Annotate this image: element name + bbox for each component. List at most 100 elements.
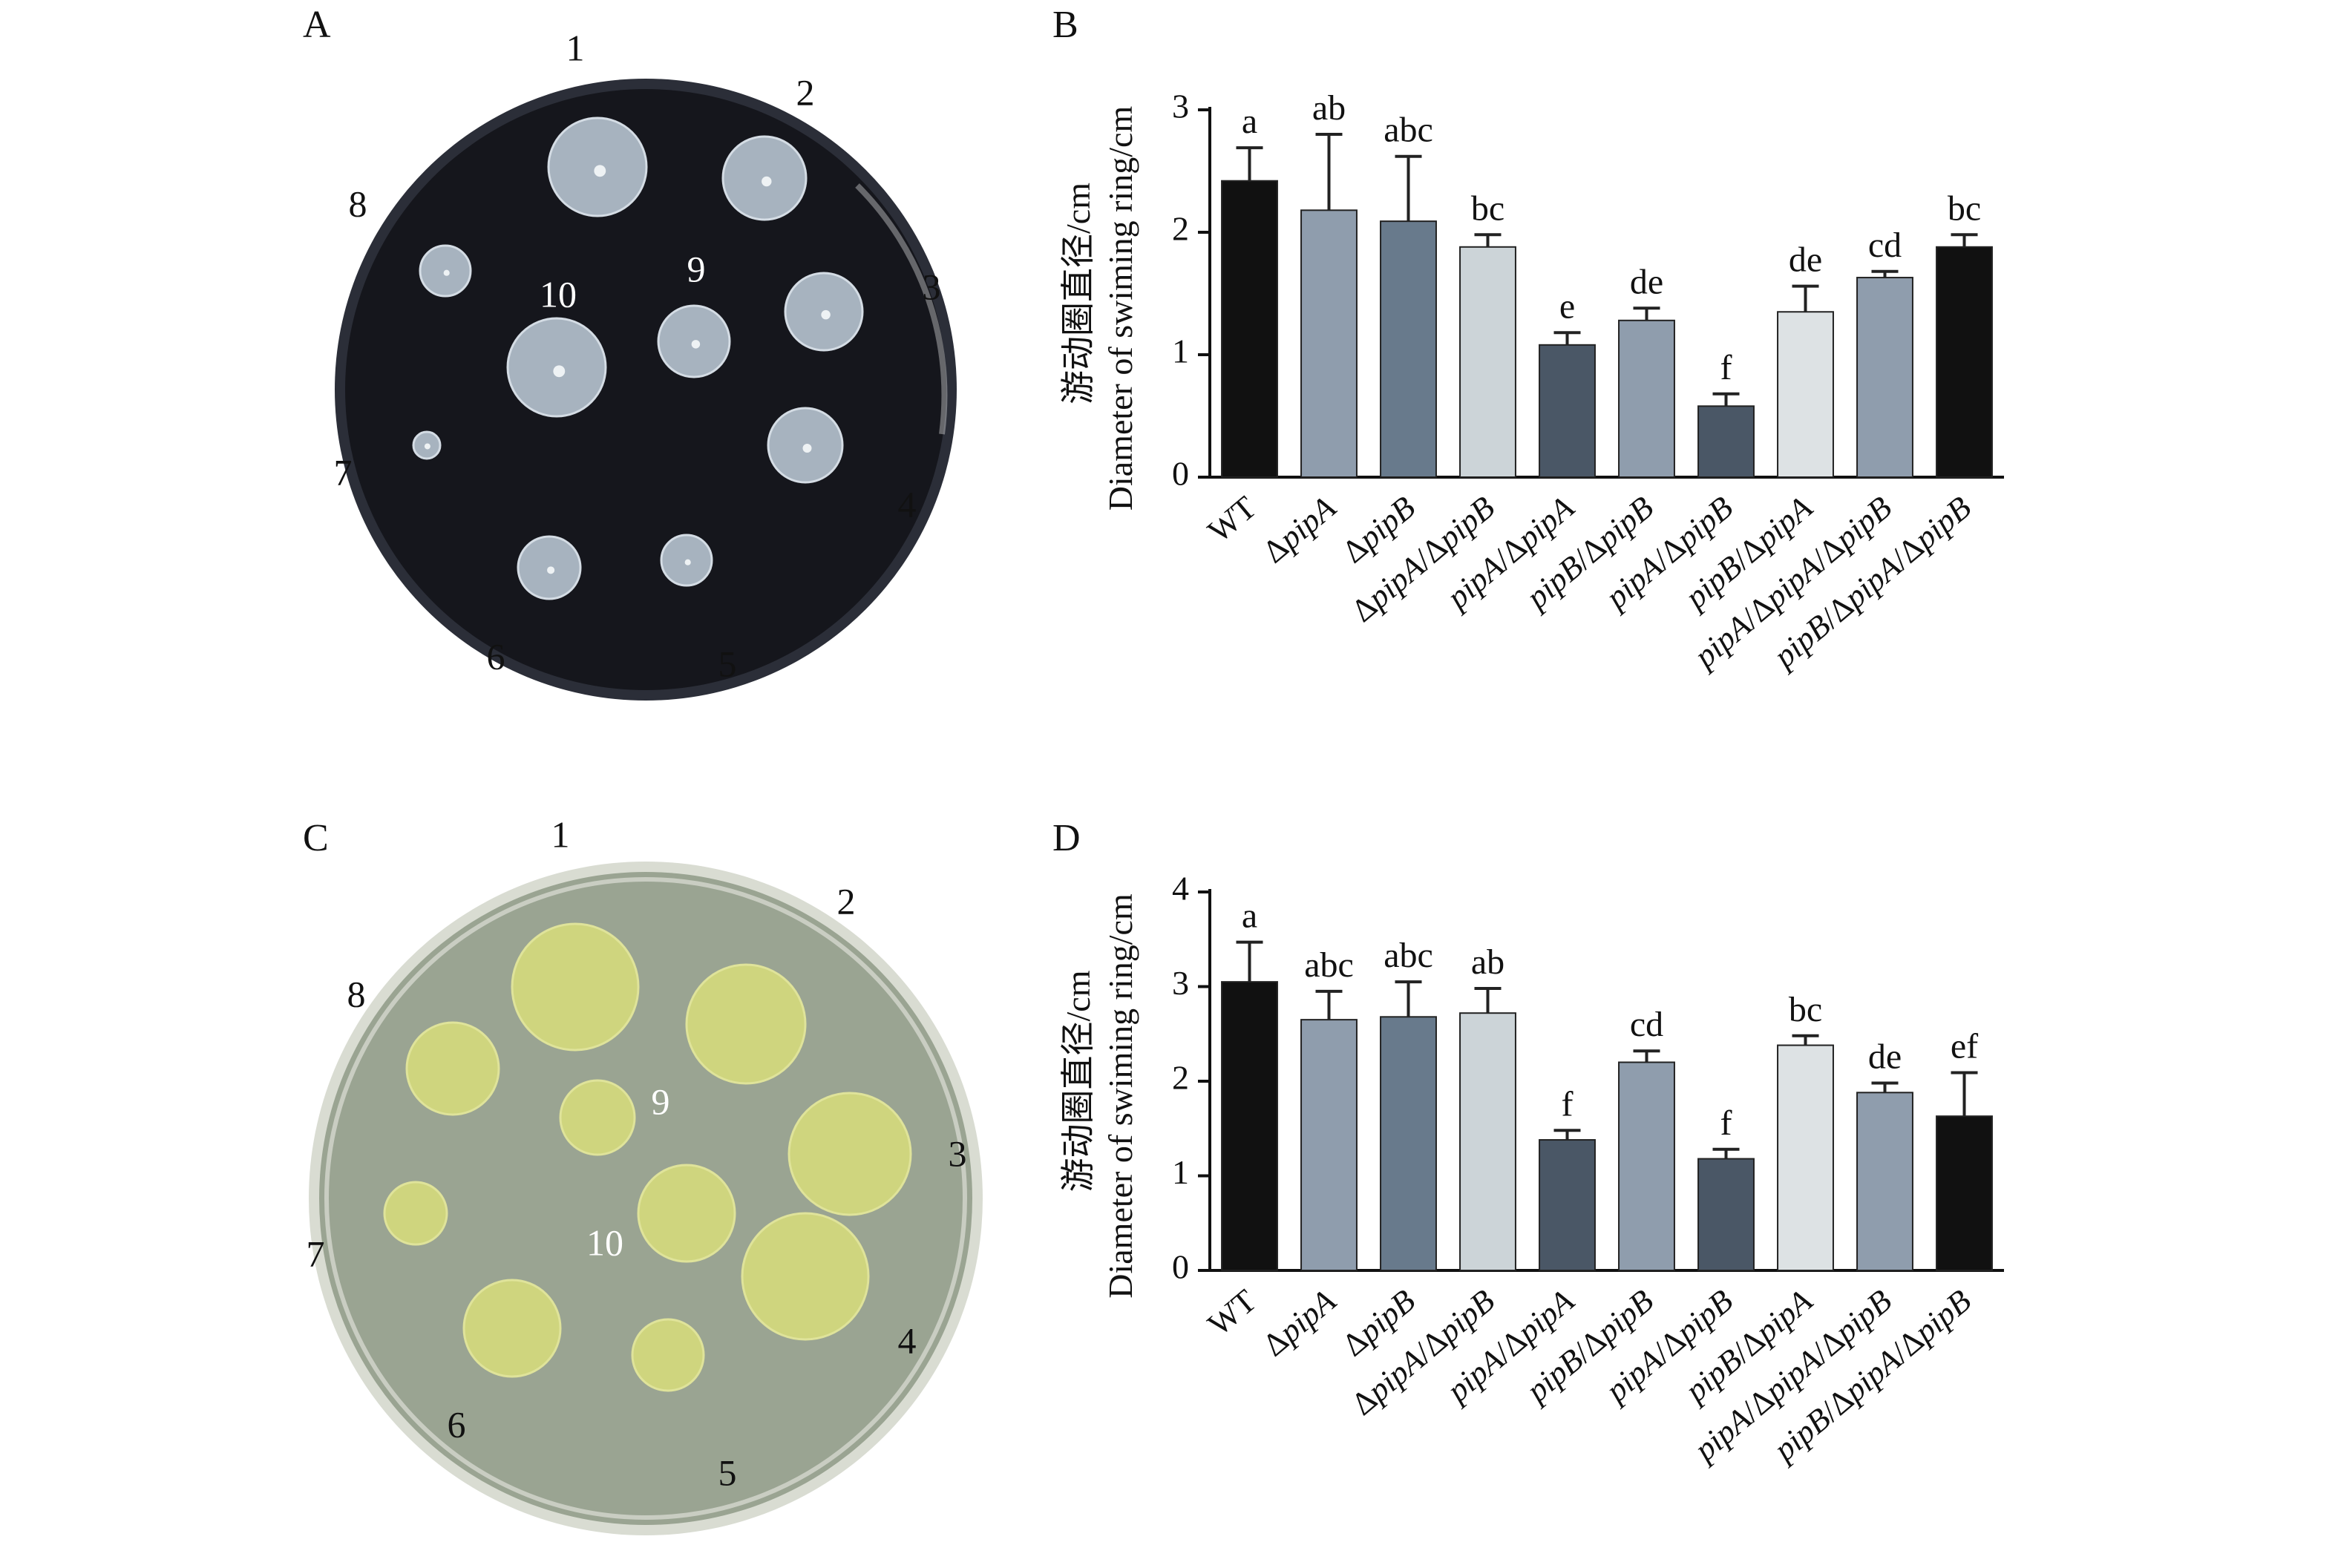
plate-label-4: 4 <box>898 483 917 525</box>
colony-6 <box>462 1279 562 1378</box>
plate-label-9: 9 <box>652 1080 670 1122</box>
colony-4 <box>741 1212 870 1341</box>
bar-4 <box>1459 246 1516 478</box>
colony-5 <box>631 1318 705 1392</box>
colony-2 <box>685 963 807 1085</box>
bar-9 <box>1856 277 1913 478</box>
colony-1 <box>511 922 640 1052</box>
plate-label-6: 6 <box>448 1403 466 1445</box>
plate-glare <box>855 183 948 435</box>
plate-label-3: 3 <box>923 266 941 307</box>
significance-letter-5: e <box>1559 286 1575 326</box>
bar-1 <box>1221 981 1278 1271</box>
significance-letter-6: de <box>1630 262 1663 301</box>
plate-label-6: 6 <box>487 635 505 677</box>
colony-5 <box>660 534 713 587</box>
significance-letter-9: cd <box>1868 226 1902 265</box>
plate-label-7: 7 <box>334 451 353 493</box>
plate-label-1: 1 <box>566 27 585 68</box>
significance-letter-10: bc <box>1948 188 1981 228</box>
bar-4 <box>1459 1012 1516 1271</box>
significance-letter-8: de <box>1789 240 1822 280</box>
colony-10 <box>637 1164 736 1263</box>
significance-letter-1: a <box>1242 102 1257 141</box>
bar-2 <box>1300 209 1358 478</box>
panel-letter-d: D <box>1052 817 1081 859</box>
significance-letter-7: f <box>1720 348 1732 387</box>
colony-3 <box>784 272 864 352</box>
plate-label-10: 10 <box>586 1221 623 1263</box>
plate-label-5: 5 <box>718 1451 737 1493</box>
bar-9 <box>1856 1092 1913 1272</box>
plate-label-3: 3 <box>949 1132 967 1174</box>
colony-3 <box>787 1092 912 1216</box>
bar-8 <box>1777 1044 1834 1272</box>
y-tick-label: 3 <box>1172 88 1189 125</box>
bar-10 <box>1936 1115 1993 1272</box>
significance-letter-2: ab <box>1312 88 1346 128</box>
y-tick-label: 0 <box>1172 1248 1189 1286</box>
plate-label-5: 5 <box>718 643 737 684</box>
significance-letter-8: bc <box>1789 990 1822 1029</box>
significance-letter-4: ab <box>1471 942 1504 982</box>
y-axis-label-en: Diameter of swiming ring/cm <box>1101 893 1139 1299</box>
y-tick-label: 0 <box>1172 455 1189 493</box>
colony-4 <box>767 407 844 484</box>
plate-label-2: 2 <box>837 880 856 922</box>
plate-label-2: 2 <box>796 71 815 113</box>
panel-letter-a: A <box>303 4 331 46</box>
bar-3 <box>1380 1016 1437 1272</box>
y-tick-label: 2 <box>1172 1059 1189 1097</box>
plate-agar <box>345 89 946 690</box>
significance-letter-9: de <box>1868 1037 1902 1077</box>
significance-letter-3: abc <box>1384 936 1433 975</box>
y-axis-label-cn: 游动圈直径/cm <box>1059 970 1097 1192</box>
significance-letter-7: f <box>1720 1103 1732 1143</box>
significance-letter-4: bc <box>1471 188 1504 228</box>
bar-6 <box>1618 319 1675 478</box>
colony-1 <box>547 117 648 217</box>
significance-letter-1: a <box>1242 896 1257 936</box>
plate-label-7: 7 <box>307 1233 325 1274</box>
y-tick-label: 3 <box>1172 964 1189 1002</box>
significance-letter-5: f <box>1562 1084 1574 1123</box>
y-tick-label: 1 <box>1172 1153 1189 1191</box>
colony-6 <box>517 535 582 600</box>
plate-label-1: 1 <box>551 813 570 855</box>
y-tick-label: 4 <box>1172 870 1189 908</box>
bar-2 <box>1300 1019 1358 1271</box>
colony-7 <box>383 1181 448 1246</box>
y-tick-label: 1 <box>1172 332 1189 370</box>
bar-3 <box>1380 220 1437 478</box>
panel-letter-b: B <box>1052 4 1078 46</box>
plate-inner-rim <box>324 877 967 1520</box>
bar-5 <box>1539 1139 1596 1272</box>
significance-letter-2: abc <box>1304 945 1354 985</box>
significance-letter-3: abc <box>1384 111 1433 150</box>
colony-8 <box>405 1021 500 1116</box>
bar-7 <box>1697 1158 1755 1272</box>
plate-label-8: 8 <box>347 973 366 1014</box>
colony-10 <box>506 317 607 418</box>
significance-letter-10: ef <box>1951 1027 1978 1066</box>
category-label-2: ΔpipA <box>1256 1282 1343 1363</box>
y-axis-label-en: Diameter of swiming ring/cm <box>1101 106 1139 511</box>
plate-label-8: 8 <box>349 183 367 224</box>
colony-9 <box>657 304 731 378</box>
category-label-1: WT <box>1201 1282 1263 1343</box>
bar-6 <box>1618 1061 1675 1271</box>
colony-7 <box>412 430 442 460</box>
plate-label-10: 10 <box>540 273 577 315</box>
colony-9 <box>559 1079 636 1156</box>
colony-2 <box>721 135 808 221</box>
y-tick-label: 2 <box>1172 210 1189 248</box>
significance-letter-6: cd <box>1630 1005 1663 1044</box>
plate-label-9: 9 <box>687 248 706 289</box>
y-axis-label-cn: 游动圈直径/cm <box>1059 183 1097 404</box>
colony-8 <box>419 244 472 298</box>
bar-10 <box>1936 246 1993 478</box>
